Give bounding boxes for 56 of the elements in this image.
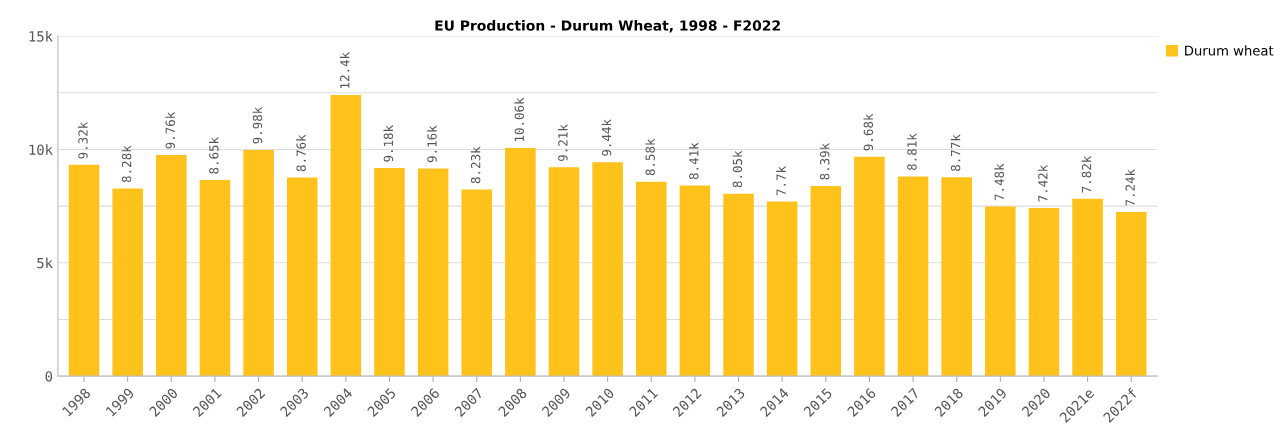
data-label: 8.58k bbox=[645, 138, 655, 176]
data-label: 9.16k bbox=[427, 125, 437, 163]
bar bbox=[461, 189, 493, 377]
data-label: 9.21k bbox=[557, 124, 568, 162]
data-label: 8.81k bbox=[907, 133, 917, 171]
bar bbox=[985, 206, 1016, 377]
data-label: 8.77k bbox=[950, 134, 961, 171]
data-label: 7.24k bbox=[1125, 169, 1135, 206]
data-label: 9.98k bbox=[252, 106, 263, 144]
y-tick-label: 0 bbox=[45, 371, 53, 382]
data-label: 7.42k bbox=[1037, 164, 1048, 202]
bar bbox=[505, 148, 536, 377]
data-label: 9.44k bbox=[601, 119, 612, 156]
data-label: 8.39k bbox=[819, 142, 830, 180]
data-label: 8.76k bbox=[296, 134, 306, 172]
chart-title: EU Production - Durum Wheat, 1998 - F2022 bbox=[435, 20, 780, 33]
data-label: 8.41k bbox=[688, 142, 699, 180]
data-label: 7.7k bbox=[776, 166, 786, 196]
bar bbox=[156, 154, 187, 377]
bar bbox=[330, 95, 362, 377]
bar bbox=[286, 177, 318, 377]
bar bbox=[548, 167, 580, 377]
bar bbox=[112, 188, 143, 377]
data-label: 10.06k bbox=[514, 97, 525, 142]
bar bbox=[68, 164, 100, 377]
data-label: 9.32k bbox=[78, 121, 88, 159]
data-label: 7.82k bbox=[1081, 155, 1092, 193]
legend-label: Durum wheat bbox=[1185, 45, 1274, 56]
bar bbox=[941, 177, 972, 377]
y-tick-label: 15k bbox=[29, 30, 53, 42]
data-label: 8.05k bbox=[732, 150, 743, 188]
bar bbox=[810, 185, 842, 377]
data-label: 7.48k bbox=[994, 163, 1004, 201]
data-label: 8.23k bbox=[470, 146, 481, 184]
bar bbox=[1028, 207, 1060, 377]
bar bbox=[636, 181, 667, 377]
bar bbox=[374, 168, 405, 377]
bar bbox=[1115, 212, 1147, 377]
bar bbox=[897, 176, 929, 377]
data-label: 12.4k bbox=[339, 52, 350, 88]
data-label: 9.76k bbox=[165, 111, 175, 149]
bar bbox=[679, 185, 711, 377]
y-tick-label: 10k bbox=[29, 144, 53, 155]
bar bbox=[723, 193, 754, 377]
data-label: 8.65k bbox=[208, 137, 219, 174]
data-label: 9.68k bbox=[863, 113, 874, 151]
bar bbox=[854, 156, 885, 377]
bar bbox=[417, 168, 449, 377]
data-label: 8.28k bbox=[121, 145, 132, 183]
y-tick-label: 5k bbox=[37, 257, 53, 269]
bar bbox=[1072, 198, 1103, 377]
bar bbox=[243, 149, 274, 377]
bar bbox=[766, 201, 798, 377]
bar bbox=[592, 162, 623, 377]
bar bbox=[199, 180, 231, 377]
data-label: 9.18k bbox=[383, 125, 394, 162]
